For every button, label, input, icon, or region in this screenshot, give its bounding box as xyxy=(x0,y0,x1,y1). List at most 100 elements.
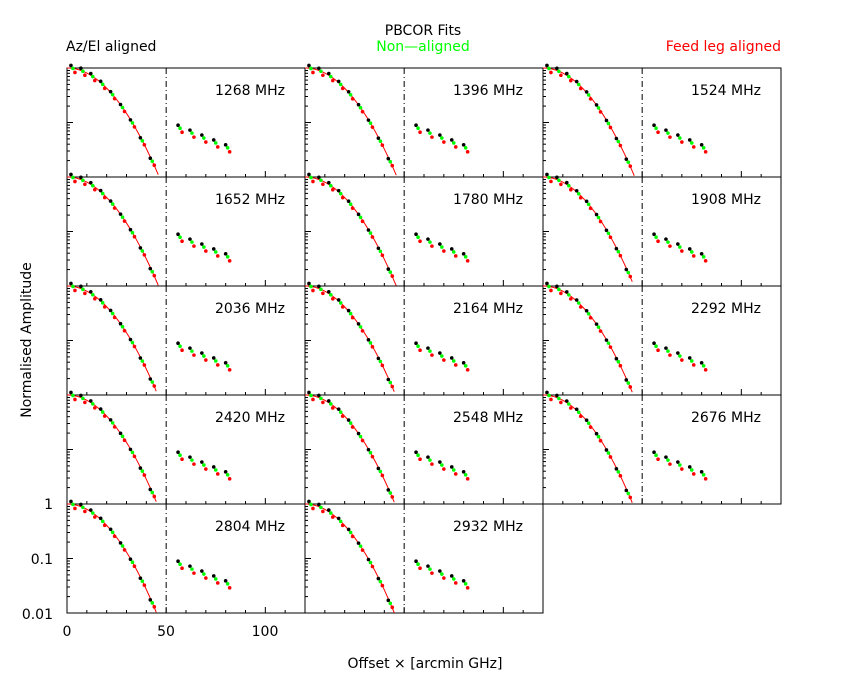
data-point-azel xyxy=(555,175,559,180)
data-point-nonaligned xyxy=(576,191,581,196)
data-point-nonaligned xyxy=(213,141,218,145)
data-point-nonaligned xyxy=(150,269,155,274)
data-point-feedleg xyxy=(321,509,325,514)
data-point-azel xyxy=(346,90,351,94)
data-point-feedleg xyxy=(453,363,458,367)
data-point-feedleg xyxy=(465,477,470,481)
data-point-nonaligned xyxy=(463,364,468,368)
data-point-feedleg xyxy=(418,566,422,571)
data-point-nonaligned xyxy=(130,340,135,345)
data-point-nonaligned xyxy=(190,349,194,353)
data-point-nonaligned xyxy=(440,354,444,358)
data-point-azel xyxy=(584,199,589,204)
data-point-nonaligned xyxy=(338,519,343,524)
data-point-nonaligned xyxy=(666,240,670,244)
legend-nonaligned: Non—aligned xyxy=(376,39,470,55)
data-point-feedleg xyxy=(430,353,434,357)
data-point-feedleg xyxy=(465,150,470,154)
data-point-nonaligned xyxy=(130,121,135,125)
data-point-feedleg xyxy=(142,583,147,588)
data-point-azel xyxy=(188,564,192,568)
data-point-feedleg xyxy=(152,273,157,278)
data-point-feedleg xyxy=(360,329,365,333)
data-point-feedleg xyxy=(465,259,470,263)
data-point-azel xyxy=(223,579,228,583)
data-point-azel xyxy=(676,242,680,246)
data-point-nonaligned xyxy=(100,519,105,524)
data-point-azel xyxy=(604,228,609,233)
data-point-nonaligned xyxy=(348,421,353,425)
data-point-feedleg xyxy=(703,477,708,481)
data-point-azel xyxy=(346,527,351,532)
data-point-nonaligned xyxy=(328,511,333,515)
data-point-nonaligned xyxy=(606,121,611,126)
data-point-nonaligned xyxy=(547,393,551,398)
panel-label: 1652 MHz xyxy=(215,192,285,208)
data-point-feedleg xyxy=(180,130,184,135)
data-point-azel xyxy=(624,378,629,382)
data-point-nonaligned xyxy=(150,380,155,384)
data-point-azel xyxy=(98,188,103,193)
data-point-azel xyxy=(176,123,180,128)
data-point-feedleg xyxy=(370,345,375,349)
data-point-nonaligned xyxy=(666,458,670,462)
data-point-nonaligned xyxy=(190,458,194,462)
data-point-azel xyxy=(687,247,692,251)
data-point-azel xyxy=(79,284,83,289)
data-point-feedleg xyxy=(598,438,603,443)
data-point-azel xyxy=(118,212,123,216)
data-point-azel xyxy=(223,361,228,365)
data-point-azel xyxy=(614,246,619,251)
data-point-feedleg xyxy=(350,425,355,429)
data-point-nonaligned xyxy=(120,544,125,548)
data-point-azel xyxy=(88,71,93,76)
data-point-feedleg xyxy=(559,73,563,78)
data-point-feedleg xyxy=(703,150,708,154)
data-point-feedleg xyxy=(453,581,458,585)
data-point-nonaligned xyxy=(666,131,670,135)
data-point-azel xyxy=(555,393,559,398)
data-point-feedleg xyxy=(628,164,633,168)
data-point-azel xyxy=(449,356,454,360)
data-point-feedleg xyxy=(430,571,434,575)
panel-2804: 2804 MHz xyxy=(66,499,306,614)
data-point-nonaligned xyxy=(100,410,105,414)
data-point-azel xyxy=(461,361,466,365)
data-point-azel xyxy=(336,188,341,193)
data-point-feedleg xyxy=(73,506,77,511)
data-point-feedleg xyxy=(418,348,422,353)
data-point-feedleg xyxy=(122,109,127,114)
data-point-nonaligned xyxy=(140,359,145,363)
data-point-azel xyxy=(376,136,381,140)
data-point-nonaligned xyxy=(463,255,468,259)
data-point-azel xyxy=(69,281,73,286)
data-point-nonaligned xyxy=(100,301,105,305)
data-point-nonaligned xyxy=(428,240,432,244)
data-point-feedleg xyxy=(340,195,345,200)
data-point-nonaligned xyxy=(358,544,363,548)
data-point-azel xyxy=(128,447,133,452)
data-point-azel xyxy=(88,180,93,185)
data-point-feedleg xyxy=(350,315,355,320)
data-point-feedleg xyxy=(142,142,147,147)
data-point-feedleg xyxy=(92,187,97,192)
panel-label: 2292 MHz xyxy=(691,301,761,317)
data-point-nonaligned xyxy=(378,249,383,254)
data-point-feedleg xyxy=(142,363,147,367)
data-point-azel xyxy=(188,128,192,132)
data-point-azel xyxy=(624,157,629,161)
data-point-azel xyxy=(138,356,143,360)
data-point-azel xyxy=(317,502,321,507)
data-point-azel xyxy=(376,466,381,471)
data-point-nonaligned xyxy=(616,139,621,144)
data-point-azel xyxy=(664,455,668,459)
data-point-feedleg xyxy=(656,239,660,244)
data-point-feedleg xyxy=(215,145,220,149)
data-point-feedleg xyxy=(608,125,613,130)
fit-curve xyxy=(304,67,397,176)
data-point-azel xyxy=(69,390,73,395)
data-point-feedleg xyxy=(102,195,107,200)
data-point-azel xyxy=(128,557,133,562)
data-point-azel xyxy=(138,135,143,140)
data-point-feedleg xyxy=(311,397,315,402)
